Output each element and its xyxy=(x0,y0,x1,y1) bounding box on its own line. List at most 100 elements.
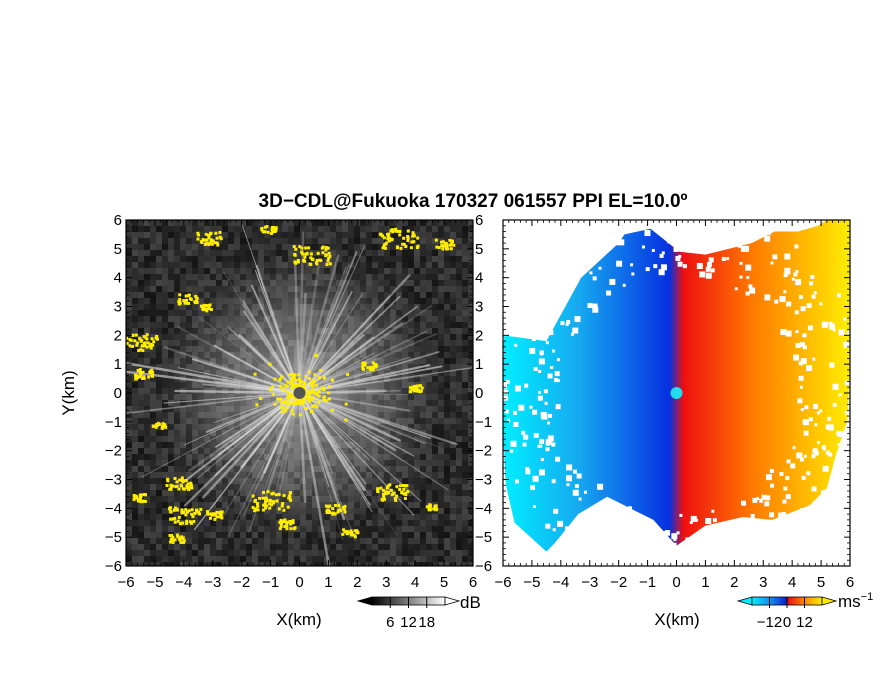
noise-cell xyxy=(414,550,420,556)
highlight-pixel xyxy=(348,531,352,535)
highlight-pixel xyxy=(178,300,182,304)
noise-cell xyxy=(450,532,456,538)
noise-cell xyxy=(384,562,390,566)
noise-cell xyxy=(150,538,156,544)
highlight-pixel xyxy=(318,258,322,262)
noise-cell xyxy=(396,538,402,544)
velocity-gap xyxy=(566,320,571,325)
highlight-pixel xyxy=(321,245,325,249)
velocity-gap xyxy=(764,548,770,554)
noise-cell xyxy=(468,550,473,556)
velocity-gap xyxy=(646,545,650,549)
highlight-pixel xyxy=(139,494,143,498)
noise-cell xyxy=(444,514,450,520)
highlight-pixel xyxy=(133,373,137,377)
noise-cell xyxy=(174,514,180,520)
highlight-pixel xyxy=(415,246,419,250)
velocity-gap xyxy=(612,532,619,539)
noise-cell xyxy=(210,232,216,238)
highlight-pixel xyxy=(307,246,311,250)
noise-cell xyxy=(126,364,132,370)
highlight-pixel xyxy=(142,375,146,379)
noise-cell xyxy=(378,238,384,244)
noise-cell xyxy=(438,508,444,514)
noise-cell xyxy=(396,250,402,256)
noise-cell xyxy=(144,496,150,502)
highlight-pixel xyxy=(449,243,453,247)
highlight-pixel xyxy=(305,407,309,411)
velocity-gap xyxy=(755,497,759,501)
highlight-pixel xyxy=(303,255,307,259)
highlight-pixel xyxy=(177,302,181,306)
noise-cell xyxy=(228,232,234,238)
noise-cell xyxy=(144,274,150,280)
noise-cell xyxy=(414,262,420,268)
velocity-gap xyxy=(803,430,809,436)
velocity-gap xyxy=(554,377,558,381)
highlight-pixel xyxy=(185,298,189,302)
highlight-pixel xyxy=(288,520,292,524)
noise-cell xyxy=(468,370,473,376)
noise-cell xyxy=(462,244,468,250)
highlight-pixel xyxy=(428,504,432,508)
highlight-pixel xyxy=(288,373,292,377)
highlight-pixel xyxy=(185,519,189,523)
highlight-pixel xyxy=(307,377,311,381)
highlight-pixel xyxy=(303,383,307,387)
highlight-pixel xyxy=(309,410,313,414)
noise-cell xyxy=(216,232,222,238)
snr-ray xyxy=(298,293,363,394)
snr-ray xyxy=(298,391,331,566)
highlight-pixel xyxy=(173,506,177,510)
highlight-pixel xyxy=(256,504,260,508)
noise-cell xyxy=(132,292,138,298)
noise-cell xyxy=(372,550,378,556)
noise-cell xyxy=(396,556,402,562)
velocity-gap xyxy=(853,423,857,427)
noise-cell xyxy=(432,226,438,232)
highlight-pixel xyxy=(212,512,216,516)
highlight-pixel xyxy=(172,517,176,521)
velocity-gap xyxy=(690,515,697,522)
velocity-gap xyxy=(637,215,640,218)
velocity-coverage xyxy=(503,220,850,552)
noise-cell xyxy=(138,562,144,566)
noise-cell xyxy=(438,226,444,232)
highlight-pixel xyxy=(190,486,194,490)
velocity-gap xyxy=(608,220,614,224)
snr-ray xyxy=(254,269,301,394)
noise-cell xyxy=(420,514,426,520)
noise-cell xyxy=(450,502,456,508)
highlight-pixel xyxy=(280,504,284,508)
noise-cell xyxy=(168,244,174,250)
noise-cell xyxy=(462,250,468,256)
noise-cell xyxy=(222,232,228,238)
noise-cell xyxy=(444,220,450,226)
velocity-gap xyxy=(837,430,844,437)
highlight-pixel xyxy=(304,374,308,378)
noise-cell xyxy=(156,502,162,508)
noise-cell xyxy=(156,514,162,520)
noise-cell xyxy=(264,220,270,226)
highlight-pixel xyxy=(415,386,419,390)
highlight-pixel xyxy=(187,301,191,305)
noise-cell xyxy=(186,544,192,550)
highlight-pixel xyxy=(266,490,270,494)
snr-ray xyxy=(298,322,404,395)
noise-cell xyxy=(432,268,438,274)
highlight-pixel xyxy=(184,513,188,517)
velocity-gap xyxy=(573,537,577,541)
highlight-pixel xyxy=(145,337,149,341)
highlight-pixel xyxy=(404,493,408,497)
highlight-pixel xyxy=(138,337,142,341)
velocity-gap xyxy=(794,244,799,249)
noise-cell xyxy=(456,556,462,562)
highlight-pixel xyxy=(384,241,388,245)
velocity-gap xyxy=(602,527,608,533)
noise-cell xyxy=(138,472,144,478)
highlight-pixel xyxy=(307,399,311,403)
noise-cell xyxy=(420,544,426,550)
highlight-pixel xyxy=(327,251,331,255)
velocity-gap xyxy=(857,426,863,432)
